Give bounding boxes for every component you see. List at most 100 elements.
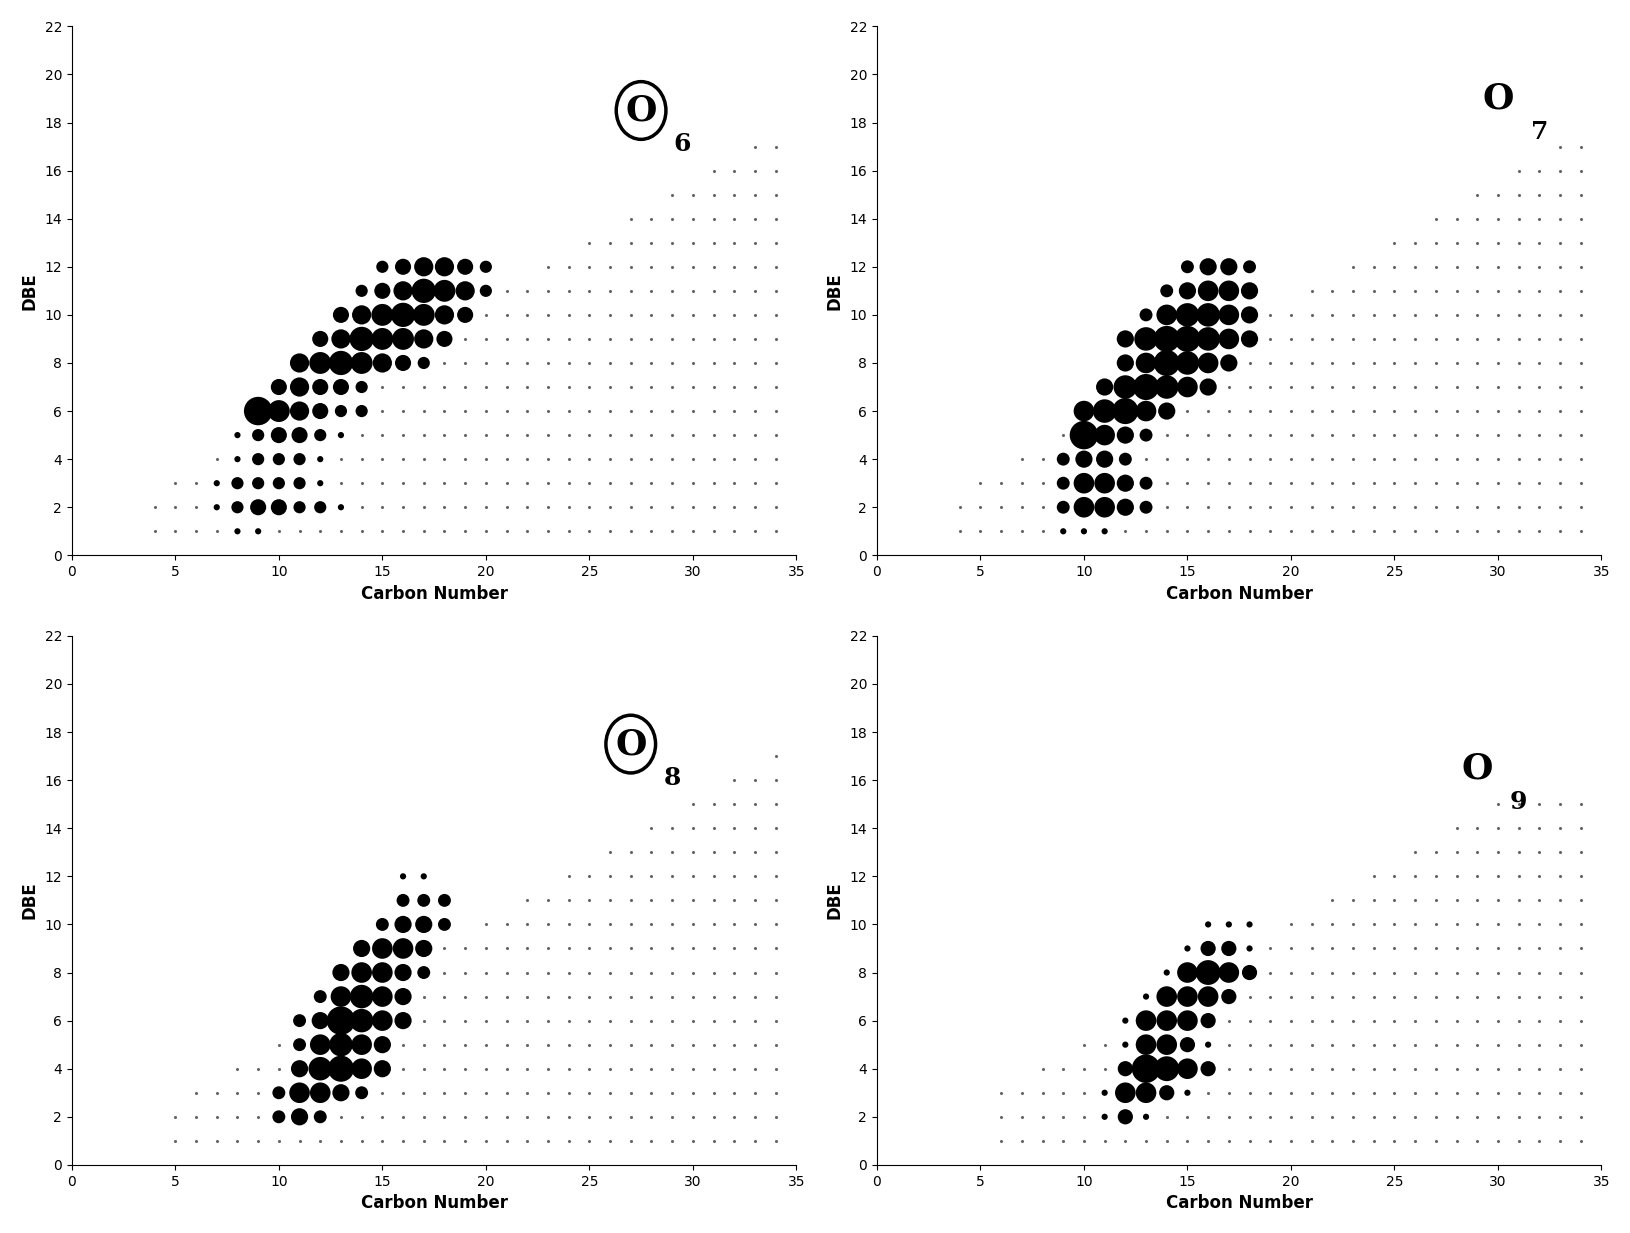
Circle shape (605, 715, 655, 773)
Point (287, 1034, 313, 1054)
Point (742, 377, 768, 397)
Point (494, 938, 520, 958)
Point (452, 377, 478, 397)
Point (1545, 522, 1571, 541)
Point (1421, 425, 1447, 445)
Point (699, 794, 725, 814)
Point (1545, 867, 1571, 887)
Point (1566, 256, 1593, 276)
Point (306, 377, 333, 397)
Point (1566, 449, 1593, 469)
Point (1112, 1059, 1138, 1079)
Point (430, 329, 456, 349)
Point (742, 842, 768, 862)
Point (473, 497, 499, 517)
Point (1340, 915, 1366, 935)
Point (1297, 1059, 1324, 1079)
Point (1421, 986, 1447, 1006)
Point (473, 1059, 499, 1079)
Text: 8: 8 (663, 766, 680, 790)
Point (742, 915, 768, 935)
Point (266, 449, 292, 469)
Point (1090, 1107, 1117, 1127)
Point (1402, 449, 1428, 469)
Point (597, 938, 623, 958)
Point (1359, 305, 1385, 324)
Point (1545, 819, 1571, 838)
Point (287, 1083, 313, 1102)
Point (1195, 353, 1221, 372)
Point (1152, 986, 1178, 1006)
Point (473, 522, 499, 541)
Point (1276, 329, 1302, 349)
Point (1526, 867, 1552, 887)
Point (1483, 1059, 1509, 1079)
Point (1483, 425, 1509, 445)
Point (1340, 890, 1366, 910)
Point (411, 890, 437, 910)
Point (742, 473, 768, 493)
Point (1214, 329, 1240, 349)
Point (1464, 305, 1490, 324)
Point (618, 329, 644, 349)
Point (1133, 1011, 1159, 1031)
Point (1257, 1083, 1283, 1102)
Point (1402, 1034, 1428, 1054)
Point (1340, 1011, 1366, 1031)
Point (1236, 963, 1262, 983)
Point (1340, 1059, 1366, 1079)
Point (452, 1011, 478, 1031)
Point (659, 986, 685, 1006)
Point (1195, 473, 1221, 493)
Point (1464, 963, 1490, 983)
Point (1174, 963, 1200, 983)
Point (1443, 1011, 1469, 1031)
Point (1214, 497, 1240, 517)
Point (1421, 963, 1447, 983)
Point (1029, 1107, 1055, 1127)
Point (618, 1131, 644, 1150)
Point (1504, 329, 1531, 349)
Point (637, 1011, 663, 1031)
Point (659, 256, 685, 276)
Point (494, 915, 520, 935)
Point (556, 353, 582, 372)
Point (1526, 522, 1552, 541)
Point (368, 1131, 394, 1150)
Point (1566, 329, 1593, 349)
Point (1195, 401, 1221, 420)
Point (244, 473, 271, 493)
Point (967, 473, 993, 493)
Point (142, 522, 168, 541)
Point (430, 938, 456, 958)
Point (556, 1011, 582, 1031)
Point (575, 867, 601, 887)
Point (411, 867, 437, 887)
Point (1319, 1034, 1345, 1054)
Point (575, 473, 601, 493)
Point (699, 425, 725, 445)
Text: 7: 7 (1529, 120, 1547, 144)
Point (1152, 1059, 1178, 1079)
Point (1174, 497, 1200, 517)
Point (720, 329, 747, 349)
Point (473, 1034, 499, 1054)
Point (1257, 401, 1283, 420)
Point (967, 497, 993, 517)
Point (1195, 522, 1221, 541)
Point (1421, 1107, 1447, 1127)
Point (183, 1131, 209, 1150)
Point (680, 963, 706, 983)
Point (637, 256, 663, 276)
Point (494, 473, 520, 493)
Point (494, 329, 520, 349)
Point (225, 449, 251, 469)
Point (513, 353, 540, 372)
Point (1483, 233, 1509, 253)
Point (430, 1011, 456, 1031)
Point (266, 1107, 292, 1127)
Point (1359, 1011, 1385, 1031)
Point (1214, 915, 1240, 935)
Point (452, 938, 478, 958)
Point (1195, 1059, 1221, 1079)
